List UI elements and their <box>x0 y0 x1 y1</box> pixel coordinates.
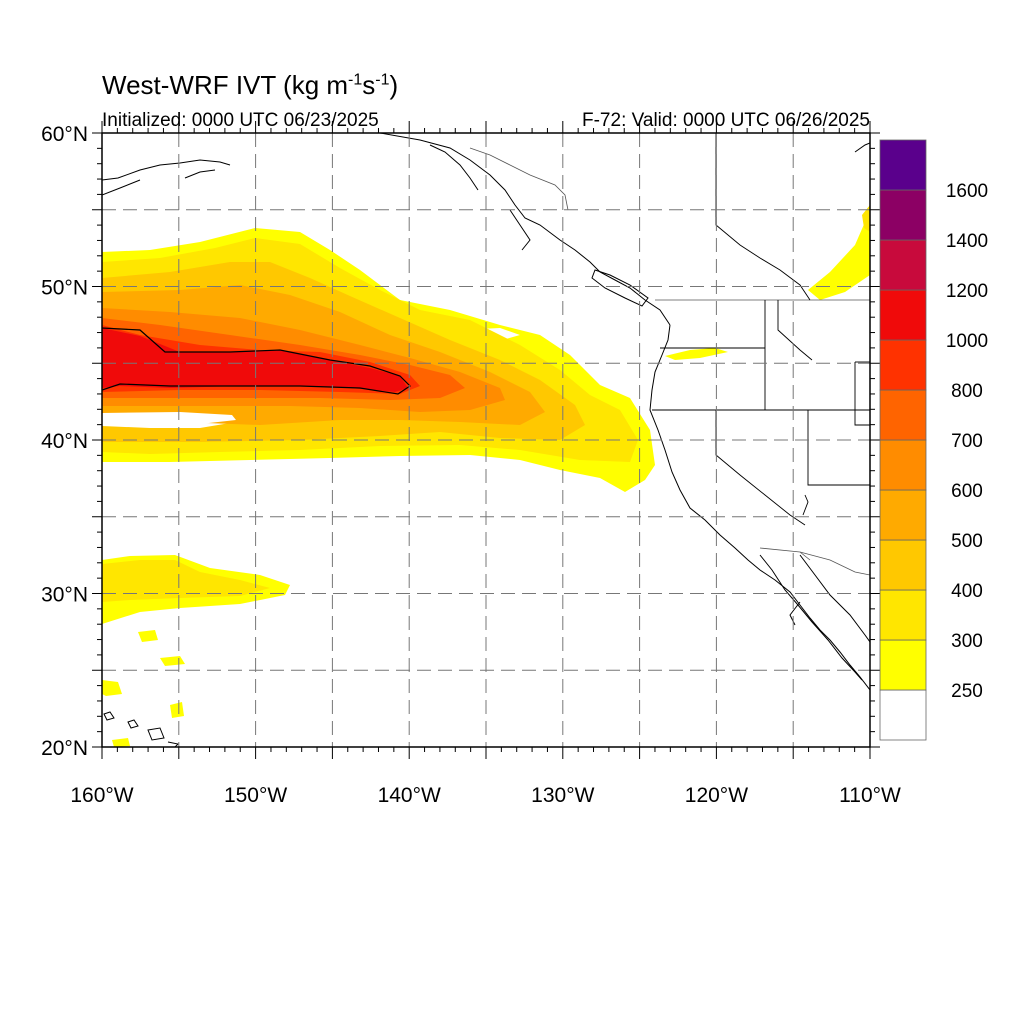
x-tick-label: 150°W <box>224 784 287 807</box>
ivt-band-250 <box>102 680 122 696</box>
ivt-hole <box>102 412 236 424</box>
valid-time-label: F-72: Valid: 0000 UTC 06/26/2025 <box>582 110 870 131</box>
y-tick-label: 50°N <box>41 277 88 300</box>
political-borders <box>469 147 870 576</box>
y-tick-label: 40°N <box>41 430 88 453</box>
ivt-band-250 <box>138 630 158 642</box>
y-tick-label: 60°N <box>41 123 88 146</box>
ivt-band-250 <box>665 348 728 360</box>
colorbar-label: 600 <box>951 481 983 502</box>
y-axis-labels: 60°N 50°N 40°N 30°N 20°N <box>41 123 88 760</box>
colorbar-label: 300 <box>951 631 983 652</box>
colorbar-label: 250 <box>951 681 983 702</box>
colorbar-box <box>879 389 927 441</box>
colorbar-box <box>879 489 927 541</box>
colorbar-box <box>879 639 927 691</box>
colorbar-box <box>879 239 927 291</box>
state-borders <box>652 133 870 526</box>
y-tick-label: 30°N <box>41 584 88 607</box>
colorbar-box <box>879 289 927 341</box>
colorbar-label: 1000 <box>946 331 988 352</box>
map-title: West-WRF IVT (kg m-1s-1) <box>102 70 399 100</box>
colorbar-label: 1600 <box>946 181 988 202</box>
colorbar-box <box>879 689 927 741</box>
coastlines <box>102 133 870 747</box>
ivt-contour-1000 <box>102 327 411 395</box>
colorbar-label: 1400 <box>946 231 988 252</box>
ivt-band-250 <box>170 702 184 718</box>
colorbar-box <box>879 189 927 241</box>
ivt-band-250 <box>808 215 870 300</box>
colorbar-box <box>879 339 927 391</box>
colorbar-label: 500 <box>951 531 983 552</box>
colorbar: 250 300 400 500 600 700 800 1000 1200 1400 1600 <box>879 139 988 741</box>
init-time-label: Initialized: 0000 UTC 06/23/2025 <box>102 110 379 131</box>
colorbar-box <box>879 539 927 591</box>
ivt-band-300 <box>102 560 270 602</box>
x-tick-label: 120°W <box>685 784 748 807</box>
grid-lines <box>102 133 870 747</box>
x-axis-labels: 160°W 150°W 140°W 130°W 120°W 110°W <box>70 784 901 807</box>
x-tick-label: 140°W <box>378 784 441 807</box>
ivt-band-300 <box>862 205 870 232</box>
x-tick-label: 110°W <box>839 784 901 807</box>
axis-ticks <box>92 121 880 759</box>
x-tick-label: 130°W <box>531 784 594 807</box>
y-tick-label: 20°N <box>41 737 88 760</box>
colorbar-label: 1200 <box>946 281 988 302</box>
colorbar-box <box>879 139 927 191</box>
ivt-band-250 <box>160 656 185 666</box>
x-tick-label: 160°W <box>70 784 133 807</box>
colorbar-label: 400 <box>951 581 983 602</box>
colorbar-label: 700 <box>951 431 983 452</box>
colorbar-box <box>879 439 927 491</box>
ivt-band-250 <box>112 738 130 747</box>
colorbar-label: 800 <box>951 381 983 402</box>
colorbar-box <box>879 589 927 641</box>
